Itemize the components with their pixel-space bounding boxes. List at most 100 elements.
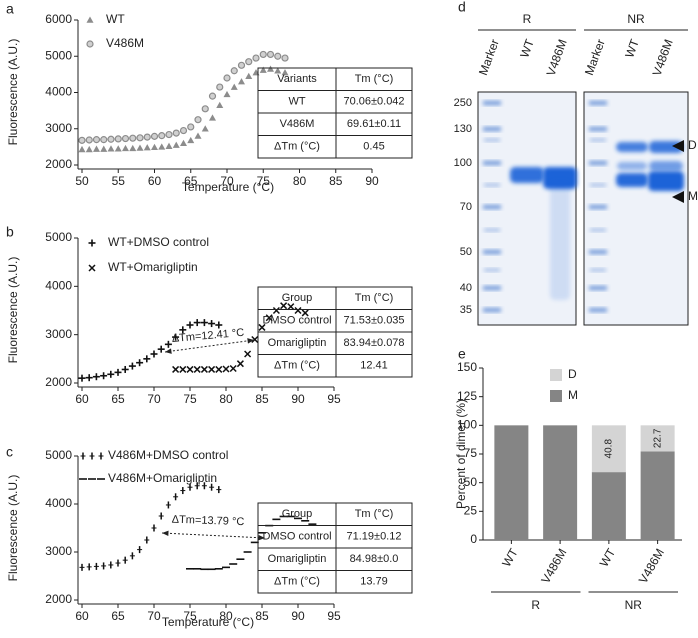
circle — [216, 83, 224, 91]
marker — [151, 524, 157, 532]
x-b — [215, 365, 223, 373]
annotation: ΔTm=13.79 °C — [172, 514, 245, 529]
marker — [108, 561, 114, 569]
lane-label: V486M — [650, 37, 676, 78]
arrow-head — [165, 348, 172, 354]
y-tick-label: 75 — [464, 446, 478, 460]
table-cell: 13.79 — [360, 576, 388, 588]
marker — [223, 90, 231, 98]
y-tick-label: 5000 — [45, 48, 72, 62]
marker — [266, 50, 275, 59]
marker — [150, 132, 159, 140]
x-tick-label: 80 — [219, 609, 233, 623]
marker — [85, 145, 93, 153]
arrow-head — [247, 338, 254, 344]
table-cell: 71.19±0.12 — [347, 531, 402, 543]
marker-band — [589, 250, 607, 254]
y-tick-label: 5000 — [45, 448, 72, 462]
marker — [121, 365, 129, 373]
marker-band — [483, 101, 501, 105]
marker — [209, 483, 215, 491]
marker — [129, 134, 137, 142]
y-tick-label: 3000 — [45, 121, 72, 135]
marker — [179, 326, 187, 334]
x-tick-label: 85 — [329, 174, 343, 188]
mw-label: 35 — [460, 304, 472, 316]
x-tick-label: V486M — [538, 546, 569, 586]
triangle — [180, 139, 187, 147]
x-tick-label: 75 — [183, 392, 197, 406]
marker — [200, 319, 208, 327]
sample-band — [617, 162, 647, 170]
triangle — [201, 125, 209, 132]
marker-band — [589, 101, 607, 105]
marker — [172, 141, 180, 148]
circle — [266, 50, 275, 59]
table-cell: 71.53±0.035 — [343, 315, 404, 327]
triangle — [194, 132, 202, 139]
x-tick-label: 90 — [291, 609, 305, 623]
x-tick-label: WT — [499, 546, 521, 570]
marker — [281, 69, 289, 76]
marker — [150, 350, 158, 358]
triangle — [216, 101, 224, 108]
legend-label: WT+Omarigliptin — [108, 260, 198, 274]
marker — [165, 142, 173, 149]
marker — [272, 306, 280, 315]
table-cell: 12.41 — [360, 360, 388, 372]
x-axis-label: Temperature (°C) — [162, 615, 254, 629]
x-tick-label: 75 — [257, 174, 271, 188]
marker — [122, 144, 129, 152]
marker — [208, 92, 217, 100]
triangle — [274, 67, 282, 74]
circle — [100, 136, 108, 144]
band-arrow — [672, 191, 684, 203]
marker — [107, 370, 115, 378]
circle — [172, 129, 180, 137]
marker — [194, 482, 200, 490]
marker-band — [590, 183, 606, 187]
x-tick-label: 80 — [219, 392, 233, 406]
table-cell: 0.45 — [363, 141, 384, 153]
x-tick-label: 95 — [327, 392, 341, 406]
marker — [229, 364, 237, 373]
circle — [230, 67, 238, 75]
mw-label: 70 — [460, 201, 472, 213]
y-tick-label: 5000 — [45, 230, 72, 244]
x-tick-label: 70 — [147, 609, 161, 623]
x-tick-label: WT — [597, 546, 619, 570]
triangle — [158, 143, 166, 150]
table-cell: Group — [282, 508, 313, 520]
marker — [86, 16, 94, 23]
marker — [92, 373, 100, 381]
sample-band — [649, 141, 683, 153]
triangle — [100, 145, 108, 152]
marker — [115, 559, 121, 567]
marker-band — [484, 138, 500, 142]
marker — [107, 145, 115, 152]
marker — [215, 365, 223, 373]
gel-group-label: R — [523, 12, 532, 26]
x-b — [172, 365, 180, 373]
table-cell: ΔTm (°C) — [274, 576, 320, 588]
lane-label: V486M — [544, 37, 570, 78]
x-b — [229, 364, 237, 373]
circle — [150, 132, 159, 140]
marker-band — [483, 161, 501, 165]
y-tick-label: 3000 — [45, 544, 72, 558]
table-cell: Variants — [277, 73, 317, 85]
y-tick-label: 4000 — [45, 279, 72, 293]
marker — [143, 355, 151, 363]
marker — [158, 512, 164, 520]
marker — [252, 54, 260, 62]
circle — [92, 136, 101, 144]
annotation-arrow — [161, 532, 266, 539]
annotation-arrow — [164, 339, 255, 353]
marker — [101, 562, 107, 570]
table-cell: Group — [282, 292, 313, 304]
panel-label: b — [6, 224, 14, 240]
marker — [274, 52, 282, 60]
x-b — [193, 365, 201, 373]
marker — [215, 321, 223, 329]
